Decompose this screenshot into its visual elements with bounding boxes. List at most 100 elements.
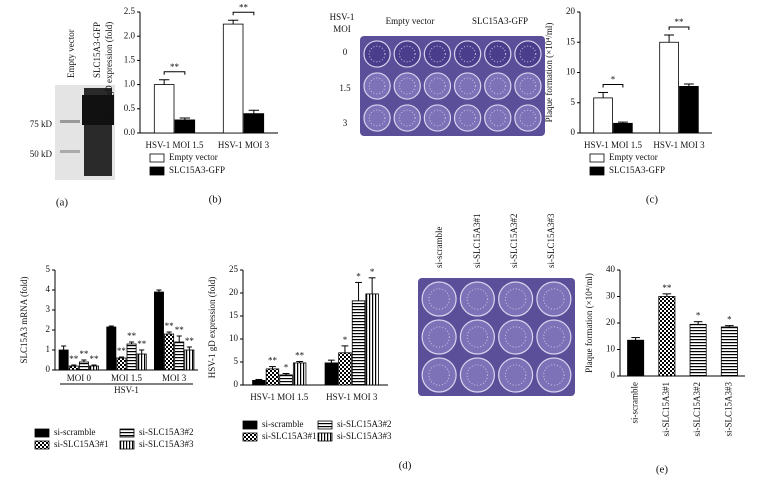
y-tick-label: 5 [571, 97, 576, 107]
y-axis-title: SLC15A3 mRNA (fold) [19, 276, 29, 363]
y-tick-label: 40 [606, 264, 616, 274]
bar [78, 361, 89, 371]
x-tick-label: HSV-1 MOI 1.5 [146, 140, 204, 150]
bar [279, 374, 293, 386]
well-spots [459, 45, 476, 63]
well-spots [429, 45, 446, 63]
y-tick-label: 20 [566, 6, 576, 16]
x-tick-label: HSV-1 MOI 3 [653, 140, 705, 150]
legend-label: Empty vector [609, 152, 658, 162]
x-tick-label: MOI 3 [162, 373, 187, 383]
well [423, 72, 452, 100]
column-label: Empty vector [386, 16, 435, 26]
panel-label: (b) [209, 194, 222, 206]
wells [363, 40, 542, 132]
well-spots [504, 326, 527, 348]
x-tick-label: MOI 0 [67, 373, 92, 383]
well [421, 319, 457, 355]
bar [154, 291, 164, 371]
legend-swatch [242, 432, 258, 442]
well-spots [466, 288, 489, 310]
well [423, 40, 452, 68]
well [363, 40, 391, 68]
bar [222, 23, 244, 134]
well [363, 104, 391, 132]
significance: ** [295, 351, 305, 361]
bar [116, 357, 127, 371]
y-tick-label: 2.5 [124, 6, 136, 16]
bar [593, 97, 613, 134]
well-spots [489, 45, 507, 63]
well [423, 104, 452, 132]
significance: * [611, 75, 616, 85]
y-tick-label: 0 [234, 379, 239, 389]
blot [55, 85, 115, 180]
well [484, 72, 512, 100]
significance: ** [117, 346, 127, 356]
y-tick-label: 2.0 [124, 30, 136, 40]
well [484, 104, 512, 132]
legend-swatch [34, 428, 50, 438]
well [514, 104, 542, 132]
blot-lane: Empty vector [66, 29, 76, 78]
well-spots [428, 364, 450, 386]
x-tick-label: si-SLC15A3#2 [692, 382, 702, 437]
y-axis-title: HSV-1 gD expression (fold) [104, 22, 114, 123]
blot-marker: 50 kD [30, 149, 53, 159]
y-tick-label: 30 [606, 291, 616, 301]
column-label: si-SLC15A3#1 [472, 213, 482, 268]
x-tick-label: MOI 1.5 [111, 373, 142, 383]
bar [164, 333, 175, 371]
well [363, 72, 391, 100]
y-tick-label: 1.0 [124, 79, 136, 89]
well [459, 319, 495, 355]
y-tick-label: 1 [46, 344, 51, 354]
y-tick-label: 20 [606, 317, 616, 327]
y-tick-label: 20 [229, 287, 239, 297]
bar [265, 368, 280, 386]
legend-swatch [119, 428, 135, 438]
well-spots [429, 77, 446, 95]
significance: ** [175, 325, 185, 335]
bar [324, 362, 339, 386]
well-spots [466, 364, 489, 386]
legend-label: si-SLC15A3#3 [337, 431, 392, 441]
well-spots [519, 77, 537, 95]
x-tick-label: HSV-1 MOI 3 [218, 140, 270, 150]
row-label: 0 [343, 47, 348, 57]
well-spots [428, 326, 450, 348]
wells [421, 281, 572, 393]
panel-label: (d) [399, 460, 412, 472]
well-spots [398, 77, 416, 95]
x-tick-label: si-scramble [630, 382, 640, 423]
significance: ** [675, 17, 685, 27]
row-label: 1.5 [339, 83, 351, 93]
y-axis-title: HSV-1 gD expression (fold) [207, 277, 217, 378]
bar [292, 362, 307, 386]
significance: * [696, 311, 701, 321]
y-axis-title: Plaque formation (×10⁴/ml) [584, 273, 594, 373]
bracket [602, 83, 624, 88]
significance: ** [239, 2, 249, 12]
well-spots [466, 326, 489, 348]
legend-label: si-SLC15A3#2 [337, 419, 392, 429]
bar [89, 365, 99, 371]
x-tick-label: HSV-1 MOI 1.5 [584, 140, 642, 150]
y-tick-label: 1.5 [124, 54, 136, 64]
well [393, 72, 421, 100]
bracket [232, 11, 255, 16]
well-spots [398, 109, 416, 127]
bar [106, 326, 117, 371]
legend-label: si-SLC15A3#1 [54, 439, 109, 449]
significance: ** [165, 321, 175, 331]
legend-label: SLC15A3-GFP [169, 165, 225, 175]
well-spots [504, 364, 527, 386]
well [498, 281, 534, 317]
bracket [668, 26, 690, 30]
significance: ** [127, 331, 137, 341]
y-tick-label: 10 [229, 333, 239, 343]
well-spots [489, 109, 507, 127]
bar [58, 349, 69, 371]
bar [174, 119, 196, 134]
